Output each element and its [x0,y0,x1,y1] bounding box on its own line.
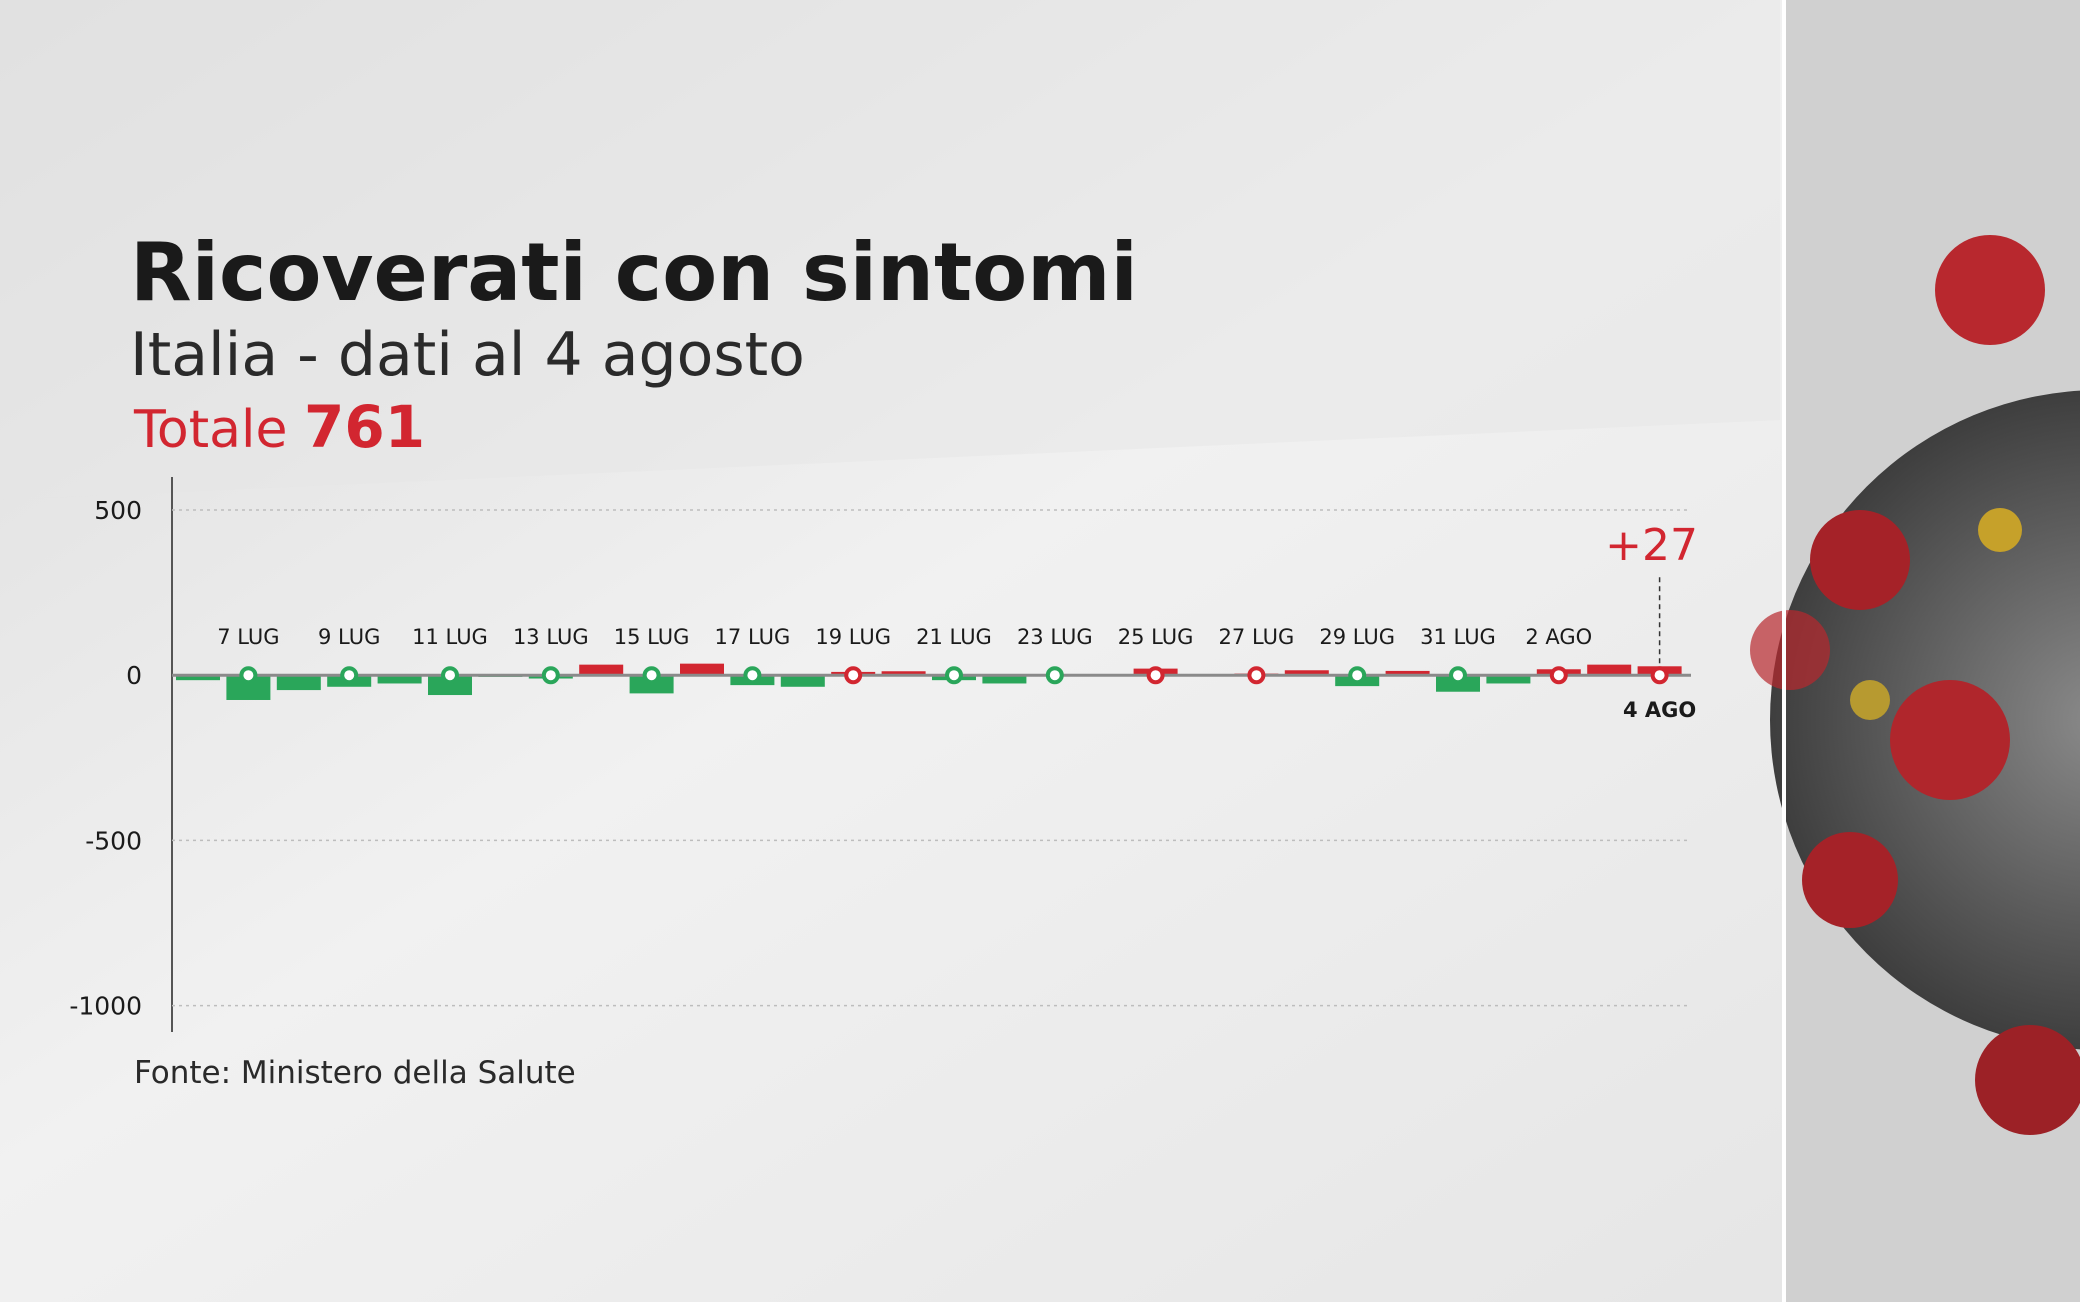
bar [1284,670,1329,676]
bar [1486,675,1531,684]
plot: 500 0 -500 -1000 7 LUG 9 LUG 11 LUG 13 LUG 15 LU… [69,477,1698,1032]
bar [680,663,724,676]
y-tick-label: -1000 [69,992,142,1021]
y-tick-label: 500 [94,496,142,525]
total-label: Totale [133,400,287,460]
x-tick-label: 31 LUG [1420,625,1496,649]
x-tick-label: 11 LUG [412,625,488,649]
bar [176,675,220,681]
x-tick-label: 27 LUG [1219,625,1295,649]
x-tick-label: 17 LUG [715,625,791,649]
day-marker [1449,666,1467,685]
x-tick-label: 19 LUG [815,625,891,649]
virus-illustration [1750,0,2080,1302]
day-marker [541,666,560,685]
day-marker [441,666,459,685]
bar [579,664,624,676]
background-band [0,0,1780,500]
day-marker [1549,666,1568,685]
x-tick-label: 15 LUG [614,625,690,649]
day-marker [642,666,661,685]
bar [1385,670,1430,676]
day-marker [1045,666,1064,685]
day-marker [945,666,963,685]
bar [428,675,472,696]
bar [780,675,825,687]
x-tick-label: 13 LUG [513,625,589,649]
bar [881,671,926,676]
y-tick-label: 0 [126,661,142,690]
x-tick-label: 7 LUG [217,625,279,649]
day-marker [743,666,762,685]
bar [276,675,321,691]
bar [629,675,674,694]
source: Fonte: Ministero della Salute [134,1055,576,1091]
chart-title: Ricoverati con sintomi [130,226,1138,319]
day-marker [239,666,258,685]
bar [377,675,422,684]
chart-subtitle: Italia - dati al 4 agosto [130,320,805,390]
x-tick-label: 4 AGO [1623,698,1696,722]
x-tick-label: 21 LUG [916,625,992,649]
bar [1587,664,1632,676]
day-marker [1650,666,1669,685]
value-label: +27 [1605,520,1698,571]
bar [982,675,1027,684]
day-marker [1247,666,1266,685]
x-tick-label: 2 AGO [1525,625,1592,649]
day-marker [1146,666,1165,685]
y-tick-label: -500 [85,826,142,855]
day-marker [340,666,359,685]
x-tick-label: 9 LUG [318,625,380,649]
x-tick-label: 23 LUG [1017,625,1093,649]
x-tick-label: 29 LUG [1319,625,1395,649]
day-marker [1348,666,1367,685]
total-value: 761 [304,393,425,461]
day-marker [844,666,863,685]
x-tick-label: 25 LUG [1118,625,1194,649]
